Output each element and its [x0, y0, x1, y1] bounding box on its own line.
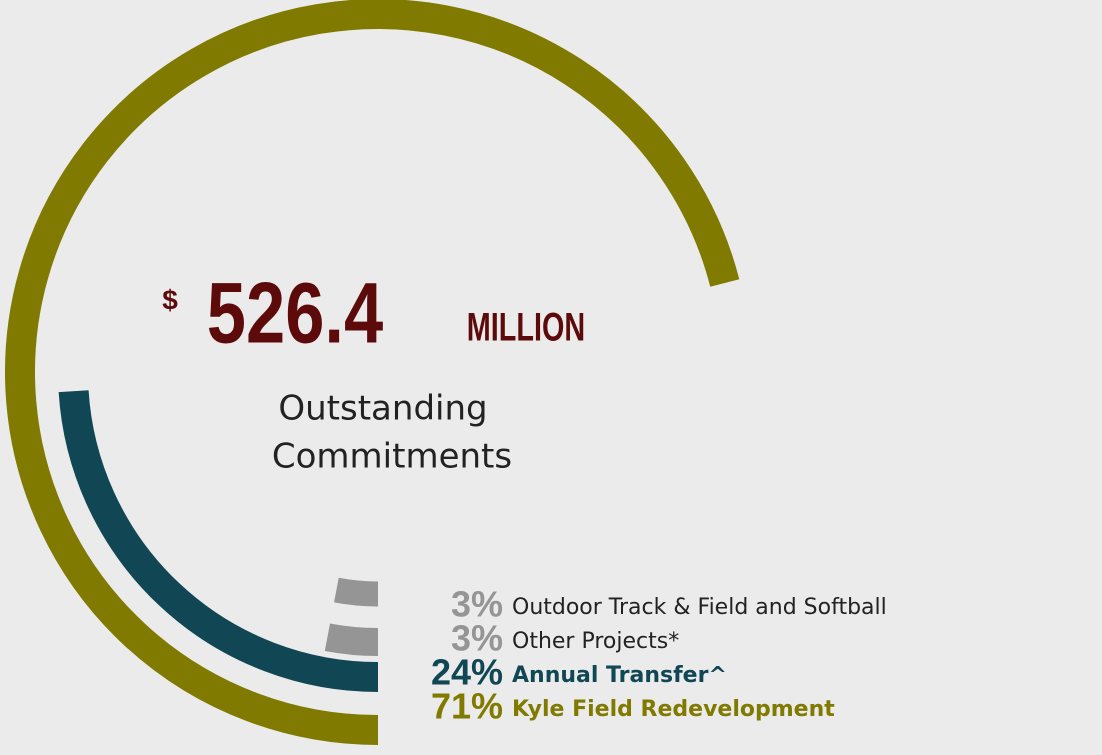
legend-value: 24%	[431, 652, 503, 693]
center-amount: 526.4	[207, 265, 384, 361]
center-unit: MILLION	[467, 305, 585, 350]
center-caption: Outstanding	[278, 389, 487, 429]
legend-value: 3%	[451, 584, 503, 625]
legend-label: Other Projects*	[512, 629, 679, 654]
arc-bar	[334, 577, 379, 607]
legend-label: Outdoor Track & Field and Softball	[512, 595, 887, 620]
legend-label: Kyle Field Redevelopment	[512, 697, 835, 722]
legend-label: Annual Transfer^	[512, 663, 727, 688]
arc-bar	[324, 623, 379, 656]
legend-value: 3%	[451, 618, 503, 659]
arc-bar	[5, 0, 740, 745]
legend-value: 71%	[431, 686, 503, 727]
arc-bar	[58, 390, 379, 692]
currency-symbol: $	[162, 284, 178, 315]
center-caption: Commitments	[272, 437, 512, 477]
